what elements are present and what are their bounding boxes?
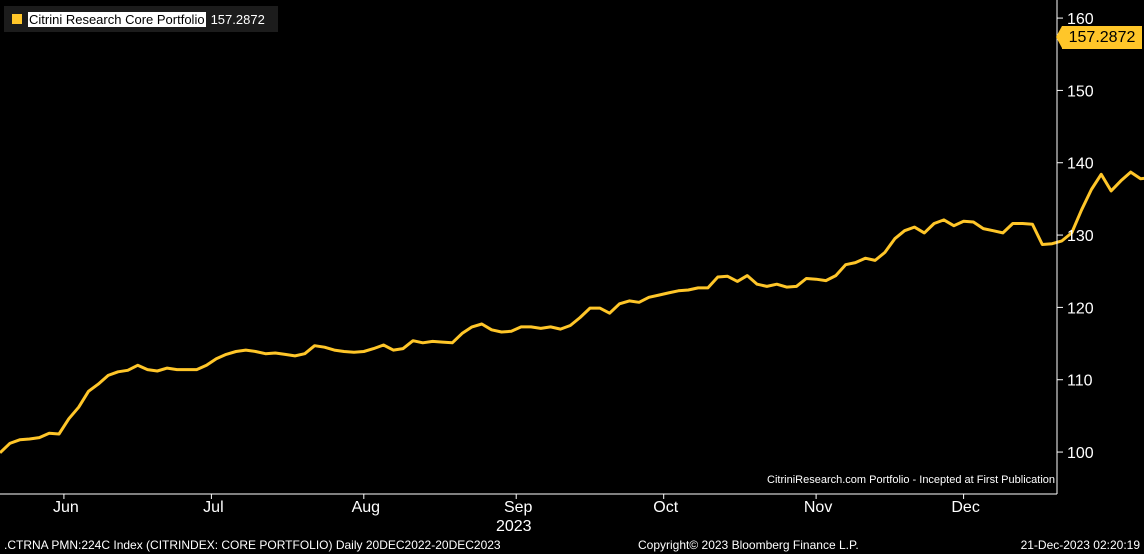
legend-series-value: 157.2872 [210, 11, 265, 27]
y-tick-label: 160 [1067, 11, 1094, 28]
y-tick-label: 100 [1067, 445, 1094, 462]
x-tick-label: Jul [203, 499, 223, 516]
axes: 100 110 120 130 140 150 160 Jun Jul Aug Sep Oct Nov D… [0, 0, 1094, 535]
x-tick-label: Jun [53, 499, 79, 516]
last-value-badge: 157.2872 [1056, 26, 1142, 50]
footer-timestamp: 21-Dec-2023 02:20:19 [1020, 538, 1140, 552]
y-tick-label: 120 [1067, 300, 1094, 317]
y-tick-label: 130 [1067, 228, 1094, 245]
plot-area [0, 170, 1144, 454]
legend-swatch [12, 14, 22, 24]
badge-pointer [1056, 26, 1062, 49]
x-tick-label: Dec [951, 499, 979, 516]
x-tick-label: Oct [653, 499, 678, 516]
footer-ticker-info: .CTRNA PMN:224C Index (CITRINDEX: CORE P… [4, 538, 501, 552]
y-tick-label: 150 [1067, 83, 1094, 100]
chart-note: CitriniResearch.com Portfolio - Incepted… [767, 474, 1055, 486]
footer-copyright: Copyright© 2023 Bloomberg Finance L.P. [638, 538, 859, 552]
legend: Citrini Research Core Portfolio 157.2872 [4, 6, 278, 32]
series-line-0 [0, 170, 1144, 454]
x-tick-label: Sep [504, 499, 533, 516]
x-tick-label: Nov [804, 499, 832, 516]
x-tick-label: Aug [352, 499, 380, 516]
x-year-label: 2023 [496, 518, 532, 535]
last-value-label: 157.2872 [1068, 28, 1136, 46]
y-tick-label: 110 [1067, 373, 1093, 390]
y-tick-label: 140 [1067, 156, 1094, 173]
legend-series-name: Citrini Research Core Portfolio [28, 11, 206, 27]
